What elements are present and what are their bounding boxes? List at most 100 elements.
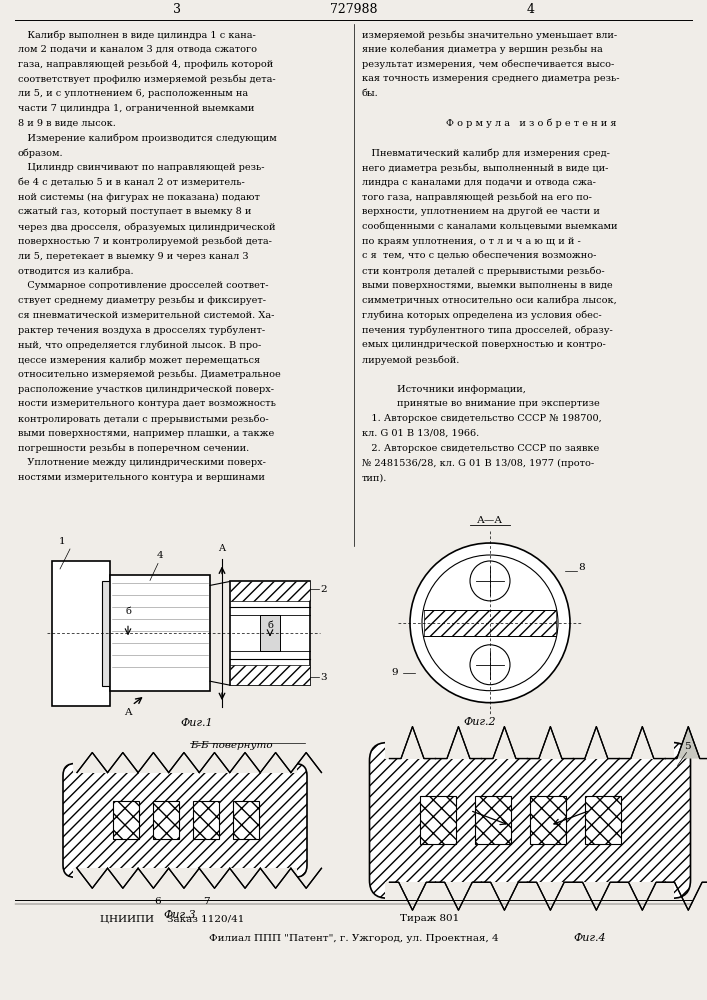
- Bar: [530, 796, 566, 844]
- Bar: [385, 723, 674, 759]
- Bar: [230, 581, 310, 601]
- Text: 4: 4: [157, 551, 163, 560]
- Bar: [424, 610, 556, 636]
- Bar: [260, 615, 280, 651]
- Text: 8 и 9 в виде лысок.: 8 и 9 в виде лысок.: [18, 119, 116, 128]
- Text: того газа, направляющей резьбой на его по-: того газа, направляющей резьбой на его п…: [362, 193, 592, 202]
- Bar: [110, 575, 210, 691]
- Text: верхности, уплотнением на другой ее части и: верхности, уплотнением на другой ее част…: [362, 207, 600, 216]
- Circle shape: [470, 561, 510, 601]
- Text: лом 2 подачи и каналом 3 для отвода сжатого: лом 2 подачи и каналом 3 для отвода сжат…: [18, 45, 257, 54]
- Text: 7: 7: [203, 897, 209, 906]
- Bar: [73, 868, 297, 890]
- Text: 4: 4: [527, 3, 535, 16]
- Text: Ф о р м у л а   и з о б р е т е н и я: Ф о р м у л а и з о б р е т е н и я: [445, 119, 617, 128]
- Polygon shape: [447, 727, 470, 759]
- Bar: [233, 801, 259, 839]
- Text: расположение участков цилиндрической поверх-: расположение участков цилиндрической пов…: [18, 385, 274, 394]
- Circle shape: [470, 645, 510, 685]
- Text: Фиг.4: Фиг.4: [573, 933, 607, 943]
- Text: 6: 6: [155, 897, 161, 906]
- Polygon shape: [631, 727, 654, 759]
- Text: бы.: бы.: [362, 89, 379, 98]
- Text: Филиал ППП "Патент", г. Ужгород, ул. Проектная, 4: Филиал ППП "Патент", г. Ужгород, ул. Про…: [209, 934, 499, 943]
- Text: яние колебания диаметра у вершин резьбы на: яние колебания диаметра у вершин резьбы …: [362, 45, 603, 54]
- Text: газа, направляющей резьбой 4, профиль которой: газа, направляющей резьбой 4, профиль ко…: [18, 60, 273, 69]
- Text: Фиг.1: Фиг.1: [180, 718, 213, 728]
- Polygon shape: [401, 727, 424, 759]
- Text: Фиг.2: Фиг.2: [464, 717, 496, 727]
- FancyBboxPatch shape: [370, 743, 691, 898]
- Text: сжатый газ, который поступает в выемку 8 и: сжатый газ, который поступает в выемку 8…: [18, 207, 252, 216]
- Text: A: A: [218, 544, 226, 553]
- Text: 1. Авторское свидетельство СССР № 198700,: 1. Авторское свидетельство СССР № 198700…: [362, 414, 602, 423]
- Bar: [193, 801, 219, 839]
- Text: с я  тем, что с целью обеспечения возможно-: с я тем, что с целью обеспечения возможн…: [362, 252, 597, 261]
- Bar: [230, 665, 310, 685]
- Bar: [585, 796, 621, 844]
- Text: него диаметра резьбы, выполненный в виде ци-: него диаметра резьбы, выполненный в виде…: [362, 163, 609, 173]
- Text: 8: 8: [578, 563, 585, 572]
- Text: контролировать детали с прерывистыми резьбо-: контролировать детали с прерывистыми рез…: [18, 414, 269, 424]
- Bar: [73, 751, 297, 773]
- Text: ся пневматической измерительной системой. Ха-: ся пневматической измерительной системой…: [18, 311, 274, 320]
- Text: 3: 3: [320, 673, 327, 682]
- Circle shape: [422, 555, 558, 691]
- Text: б: б: [267, 621, 273, 630]
- Polygon shape: [102, 581, 110, 686]
- Text: 727988: 727988: [330, 3, 378, 16]
- Text: Цилиндр свинчивают по направляющей резь-: Цилиндр свинчивают по направляющей резь-: [18, 163, 264, 172]
- Text: тип).: тип).: [362, 473, 387, 482]
- Bar: [230, 581, 310, 685]
- Text: результат измерения, чем обеспечивается высо-: результат измерения, чем обеспечивается …: [362, 60, 614, 69]
- Text: Пневматический калибр для измерения сред-: Пневматический калибр для измерения сред…: [362, 148, 610, 158]
- Text: отводится из калибра.: отводится из калибра.: [18, 266, 134, 276]
- Text: А—А: А—А: [477, 516, 503, 525]
- Text: линдра с каналами для подачи и отвода сжа-: линдра с каналами для подачи и отвода сж…: [362, 178, 596, 187]
- Text: Б-Б повернуто: Б-Б повернуто: [190, 741, 273, 750]
- Text: измеряемой резьбы значительно уменьшает вли-: измеряемой резьбы значительно уменьшает …: [362, 30, 617, 40]
- Text: № 2481536/28, кл. G 01 B 13/08, 1977 (прото-: № 2481536/28, кл. G 01 B 13/08, 1977 (пр…: [362, 458, 594, 468]
- Polygon shape: [539, 727, 562, 759]
- Bar: [153, 801, 179, 839]
- Text: глубина которых определена из условия обес-: глубина которых определена из условия об…: [362, 311, 602, 320]
- FancyBboxPatch shape: [63, 764, 307, 877]
- Text: ной системы (на фигурах не показана) подают: ной системы (на фигурах не показана) под…: [18, 193, 260, 202]
- Text: кл. G 01 B 13/08, 1966.: кл. G 01 B 13/08, 1966.: [362, 429, 479, 438]
- Text: Тираж 801: Тираж 801: [400, 914, 460, 923]
- Bar: [52, 561, 110, 706]
- Text: соответствует профилю измеряемой резьбы дета-: соответствует профилю измеряемой резьбы …: [18, 74, 276, 84]
- Text: б: б: [125, 607, 131, 616]
- Text: 2: 2: [320, 585, 327, 594]
- Text: принятые во внимание при экспертизе: принятые во внимание при экспертизе: [397, 399, 600, 408]
- Text: сти контроля деталей с прерывистыми резьбо-: сти контроля деталей с прерывистыми резь…: [362, 266, 604, 276]
- Text: части 7 цилиндра 1, ограниченной выемками: части 7 цилиндра 1, ограниченной выемкам…: [18, 104, 255, 113]
- Text: ствует среднему диаметру резьбы и фиксирует-: ствует среднему диаметру резьбы и фиксир…: [18, 296, 266, 305]
- Text: емых цилиндрической поверхностью и контро-: емых цилиндрической поверхностью и контр…: [362, 340, 606, 349]
- Text: Суммарное сопротивление дросселей соответ-: Суммарное сопротивление дросселей соотве…: [18, 281, 269, 290]
- Text: по краям уплотнения, о т л и ч а ю щ и й -: по краям уплотнения, о т л и ч а ю щ и й…: [362, 237, 580, 246]
- Text: погрешности резьбы в поперечном сечении.: погрешности резьбы в поперечном сечении.: [18, 444, 250, 453]
- Text: сообщенными с каналами кольцевыми выемками: сообщенными с каналами кольцевыми выемка…: [362, 222, 617, 231]
- Text: относительно измеряемой резьбы. Диаметральное: относительно измеряемой резьбы. Диаметра…: [18, 370, 281, 379]
- Text: образом.: образом.: [18, 148, 64, 158]
- Text: 5: 5: [684, 742, 691, 751]
- Text: 3: 3: [173, 3, 181, 16]
- Text: 9: 9: [392, 668, 398, 677]
- Text: поверхностью 7 и контролируемой резьбой дета-: поверхностью 7 и контролируемой резьбой …: [18, 237, 272, 246]
- Text: печения турбулентного типа дросселей, образу-: печения турбулентного типа дросселей, об…: [362, 326, 613, 335]
- Text: симметричных относительно оси калибра лысок,: симметричных относительно оси калибра лы…: [362, 296, 617, 305]
- Text: 2. Авторское свидетельство СССР по заявке: 2. Авторское свидетельство СССР по заявк…: [362, 444, 600, 453]
- Text: 1: 1: [59, 537, 65, 546]
- Text: выми поверхностями, выемки выполнены в виде: выми поверхностями, выемки выполнены в в…: [362, 281, 613, 290]
- Bar: [113, 801, 139, 839]
- Polygon shape: [677, 727, 700, 759]
- Text: Уплотнение между цилиндрическими поверх-: Уплотнение между цилиндрическими поверх-: [18, 458, 266, 467]
- Text: ный, что определяется глубиной лысок. В про-: ный, что определяется глубиной лысок. В …: [18, 340, 262, 350]
- Text: A: A: [124, 708, 132, 717]
- Text: лируемой резьбой.: лируемой резьбой.: [362, 355, 460, 365]
- Text: ЦНИИПИ    Заказ 1120/41: ЦНИИПИ Заказ 1120/41: [100, 914, 245, 923]
- Bar: [420, 796, 456, 844]
- Bar: [385, 882, 674, 914]
- Polygon shape: [493, 727, 516, 759]
